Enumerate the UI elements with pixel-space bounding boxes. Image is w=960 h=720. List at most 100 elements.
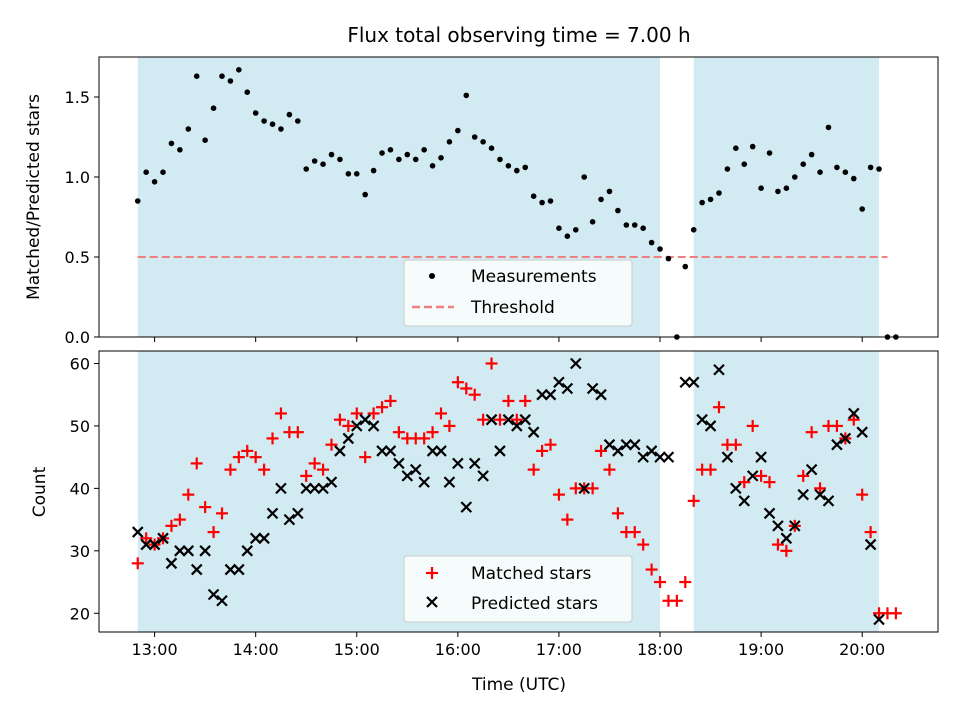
measurement-point bbox=[294, 118, 301, 124]
measurement-point bbox=[505, 163, 512, 169]
top-y-tick-label: 0.0 bbox=[65, 328, 90, 347]
top-panel: Flux total observing time = 7.00 h Match… bbox=[24, 23, 939, 347]
legend-predicted-marker bbox=[426, 596, 438, 608]
predicted-star-point bbox=[502, 413, 515, 426]
predicted-star-point bbox=[713, 363, 725, 376]
measurement-point bbox=[370, 167, 377, 174]
predicted-star-point bbox=[409, 463, 422, 476]
measurement-point bbox=[556, 225, 562, 231]
measurement-point bbox=[429, 163, 436, 169]
matched-star-point bbox=[384, 394, 397, 407]
predicted-star-point bbox=[157, 532, 169, 545]
matched-star-point bbox=[485, 357, 498, 370]
predicted-star-point bbox=[182, 545, 195, 557]
bottom-y-ticks: 20 30 40 50 60 bbox=[70, 354, 99, 623]
matched-star-point bbox=[611, 507, 624, 520]
predicted-star-point bbox=[780, 532, 793, 545]
x-tick-label: 14:00 bbox=[233, 640, 279, 659]
measurement-point bbox=[151, 179, 158, 185]
measurement-point bbox=[387, 147, 394, 153]
measurement-point bbox=[514, 167, 520, 174]
matched-star-point bbox=[805, 426, 818, 439]
measurement-point bbox=[800, 161, 807, 167]
measurement-point bbox=[269, 121, 276, 127]
measurement-point bbox=[345, 171, 352, 177]
predicted-star-point bbox=[831, 438, 843, 451]
measurement-point bbox=[716, 190, 722, 196]
predicted-star-point bbox=[570, 357, 582, 370]
measurement-point bbox=[488, 145, 495, 151]
chart-title: Flux total observing time = 7.00 h bbox=[347, 23, 690, 47]
matched-star-point bbox=[300, 469, 313, 482]
predicted-star-point bbox=[772, 520, 784, 532]
measurement-point bbox=[808, 151, 815, 158]
measurement-point bbox=[160, 169, 166, 175]
matched-star-points bbox=[131, 357, 902, 620]
measurement-point bbox=[522, 164, 529, 171]
predicted-star-point bbox=[873, 613, 885, 626]
predicted-star-point bbox=[746, 470, 759, 482]
matched-star-point bbox=[830, 419, 843, 432]
predicted-star-point bbox=[789, 520, 801, 532]
matched-star-point bbox=[712, 401, 725, 414]
measurement-point bbox=[303, 166, 310, 172]
matched-star-point bbox=[544, 438, 557, 451]
bottom-y-tick-label: 30 bbox=[70, 542, 90, 561]
predicted-star-point bbox=[384, 445, 397, 457]
matched-star-point bbox=[426, 426, 439, 439]
predicted-star-point bbox=[527, 426, 540, 438]
measurement-point bbox=[134, 198, 141, 204]
measurement-point bbox=[749, 143, 756, 150]
measurement-point bbox=[286, 111, 293, 118]
predicted-star-point bbox=[654, 451, 666, 463]
measurement-point bbox=[724, 166, 731, 172]
matched-star-point bbox=[359, 451, 372, 464]
predicted-star-point bbox=[258, 532, 270, 545]
measurement-point bbox=[606, 188, 613, 195]
matched-star-point bbox=[493, 413, 506, 426]
measurement-point bbox=[168, 140, 175, 147]
predicted-star-point bbox=[544, 388, 557, 401]
measurement-point bbox=[564, 233, 571, 239]
predicted-star-point bbox=[763, 507, 776, 520]
matched-star-point bbox=[729, 438, 742, 451]
measurement-point bbox=[581, 174, 588, 180]
measurement-point bbox=[455, 127, 461, 134]
matched-star-point bbox=[291, 426, 304, 439]
matched-star-point bbox=[864, 526, 877, 539]
measurement-point bbox=[598, 196, 604, 203]
predicted-star-point bbox=[317, 482, 329, 495]
predicted-star-point bbox=[292, 507, 304, 520]
measurement-point bbox=[227, 78, 234, 84]
legend-matched-marker bbox=[426, 567, 438, 579]
measurement-point bbox=[412, 156, 419, 163]
x-tick-label: 17:00 bbox=[536, 640, 582, 659]
matched-star-point bbox=[131, 557, 144, 570]
predicted-star-point bbox=[628, 438, 641, 451]
bottom-y-tick-label: 50 bbox=[70, 417, 90, 436]
measurement-point bbox=[404, 151, 411, 158]
measurement-point bbox=[530, 193, 537, 199]
measurement-point bbox=[311, 158, 318, 164]
predicted-star-point bbox=[283, 513, 296, 526]
bottom-legend-box bbox=[403, 555, 633, 623]
matched-star-point bbox=[763, 476, 776, 489]
matched-star-point bbox=[468, 388, 481, 401]
predicted-star-point bbox=[334, 445, 346, 457]
measurement-point bbox=[615, 207, 621, 214]
legend-predicted-label: Predicted stars bbox=[471, 594, 598, 614]
matched-star-point bbox=[140, 532, 153, 545]
measurement-point bbox=[640, 225, 646, 231]
predicted-star-point bbox=[755, 451, 767, 463]
measurement-point bbox=[699, 199, 705, 206]
bottom-y-axis-label: Count bbox=[30, 466, 50, 517]
matched-star-point bbox=[325, 438, 338, 451]
predicted-star-point bbox=[376, 445, 388, 457]
predicted-star-point bbox=[595, 388, 607, 401]
measurement-point bbox=[143, 169, 149, 175]
top-y-tick-label: 1.0 bbox=[65, 168, 90, 187]
predicted-star-point bbox=[822, 495, 835, 507]
matched-star-point bbox=[241, 444, 254, 457]
predicted-star-point bbox=[266, 507, 279, 520]
top-x-ticks bbox=[154, 337, 863, 342]
